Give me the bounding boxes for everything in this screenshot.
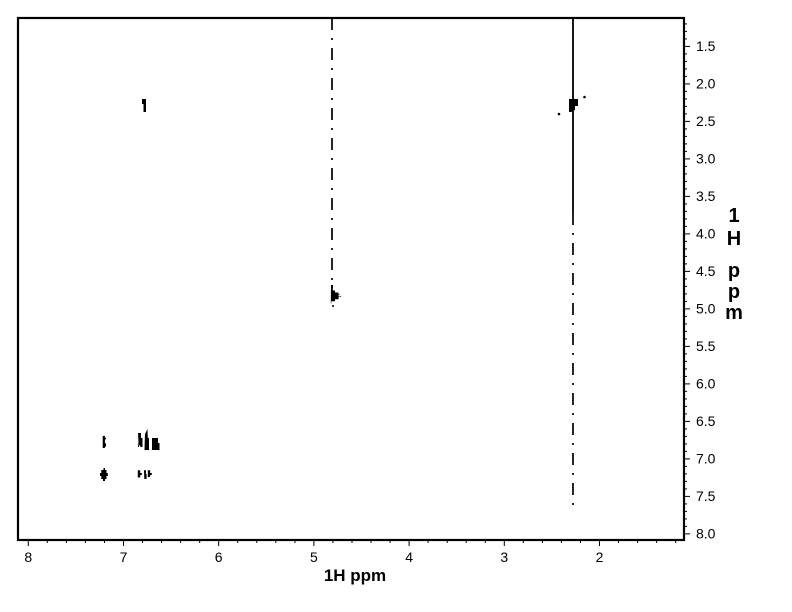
svg-text:1.5: 1.5 [696, 38, 716, 54]
svg-text:3: 3 [500, 549, 508, 565]
svg-text:6: 6 [215, 549, 223, 565]
svg-text:4.5: 4.5 [696, 263, 716, 279]
svg-text:2: 2 [596, 549, 604, 565]
svg-text:1: 1 [728, 205, 739, 227]
svg-text:7: 7 [120, 549, 128, 565]
svg-text:8.0: 8.0 [696, 525, 716, 541]
svg-text:5: 5 [310, 549, 318, 565]
svg-text:8: 8 [24, 549, 32, 565]
svg-text:4: 4 [405, 549, 413, 565]
svg-text:6.5: 6.5 [696, 413, 716, 429]
svg-text:5.0: 5.0 [696, 300, 716, 316]
svg-text:2.0: 2.0 [696, 75, 716, 91]
svg-text:3.0: 3.0 [696, 150, 716, 166]
svg-text:m: m [725, 302, 743, 324]
svg-text:6.0: 6.0 [696, 375, 716, 391]
svg-text:4.0: 4.0 [696, 225, 716, 241]
svg-text:p: p [728, 281, 740, 303]
svg-text:1H ppm: 1H ppm [324, 566, 386, 585]
svg-text:2.5: 2.5 [696, 113, 716, 129]
svg-text:3.5: 3.5 [696, 188, 716, 204]
svg-text:7.5: 7.5 [696, 488, 716, 504]
svg-text:H: H [727, 228, 741, 250]
svg-text:7.0: 7.0 [696, 450, 716, 466]
svg-text:p: p [728, 260, 740, 282]
svg-text:5.5: 5.5 [696, 338, 716, 354]
